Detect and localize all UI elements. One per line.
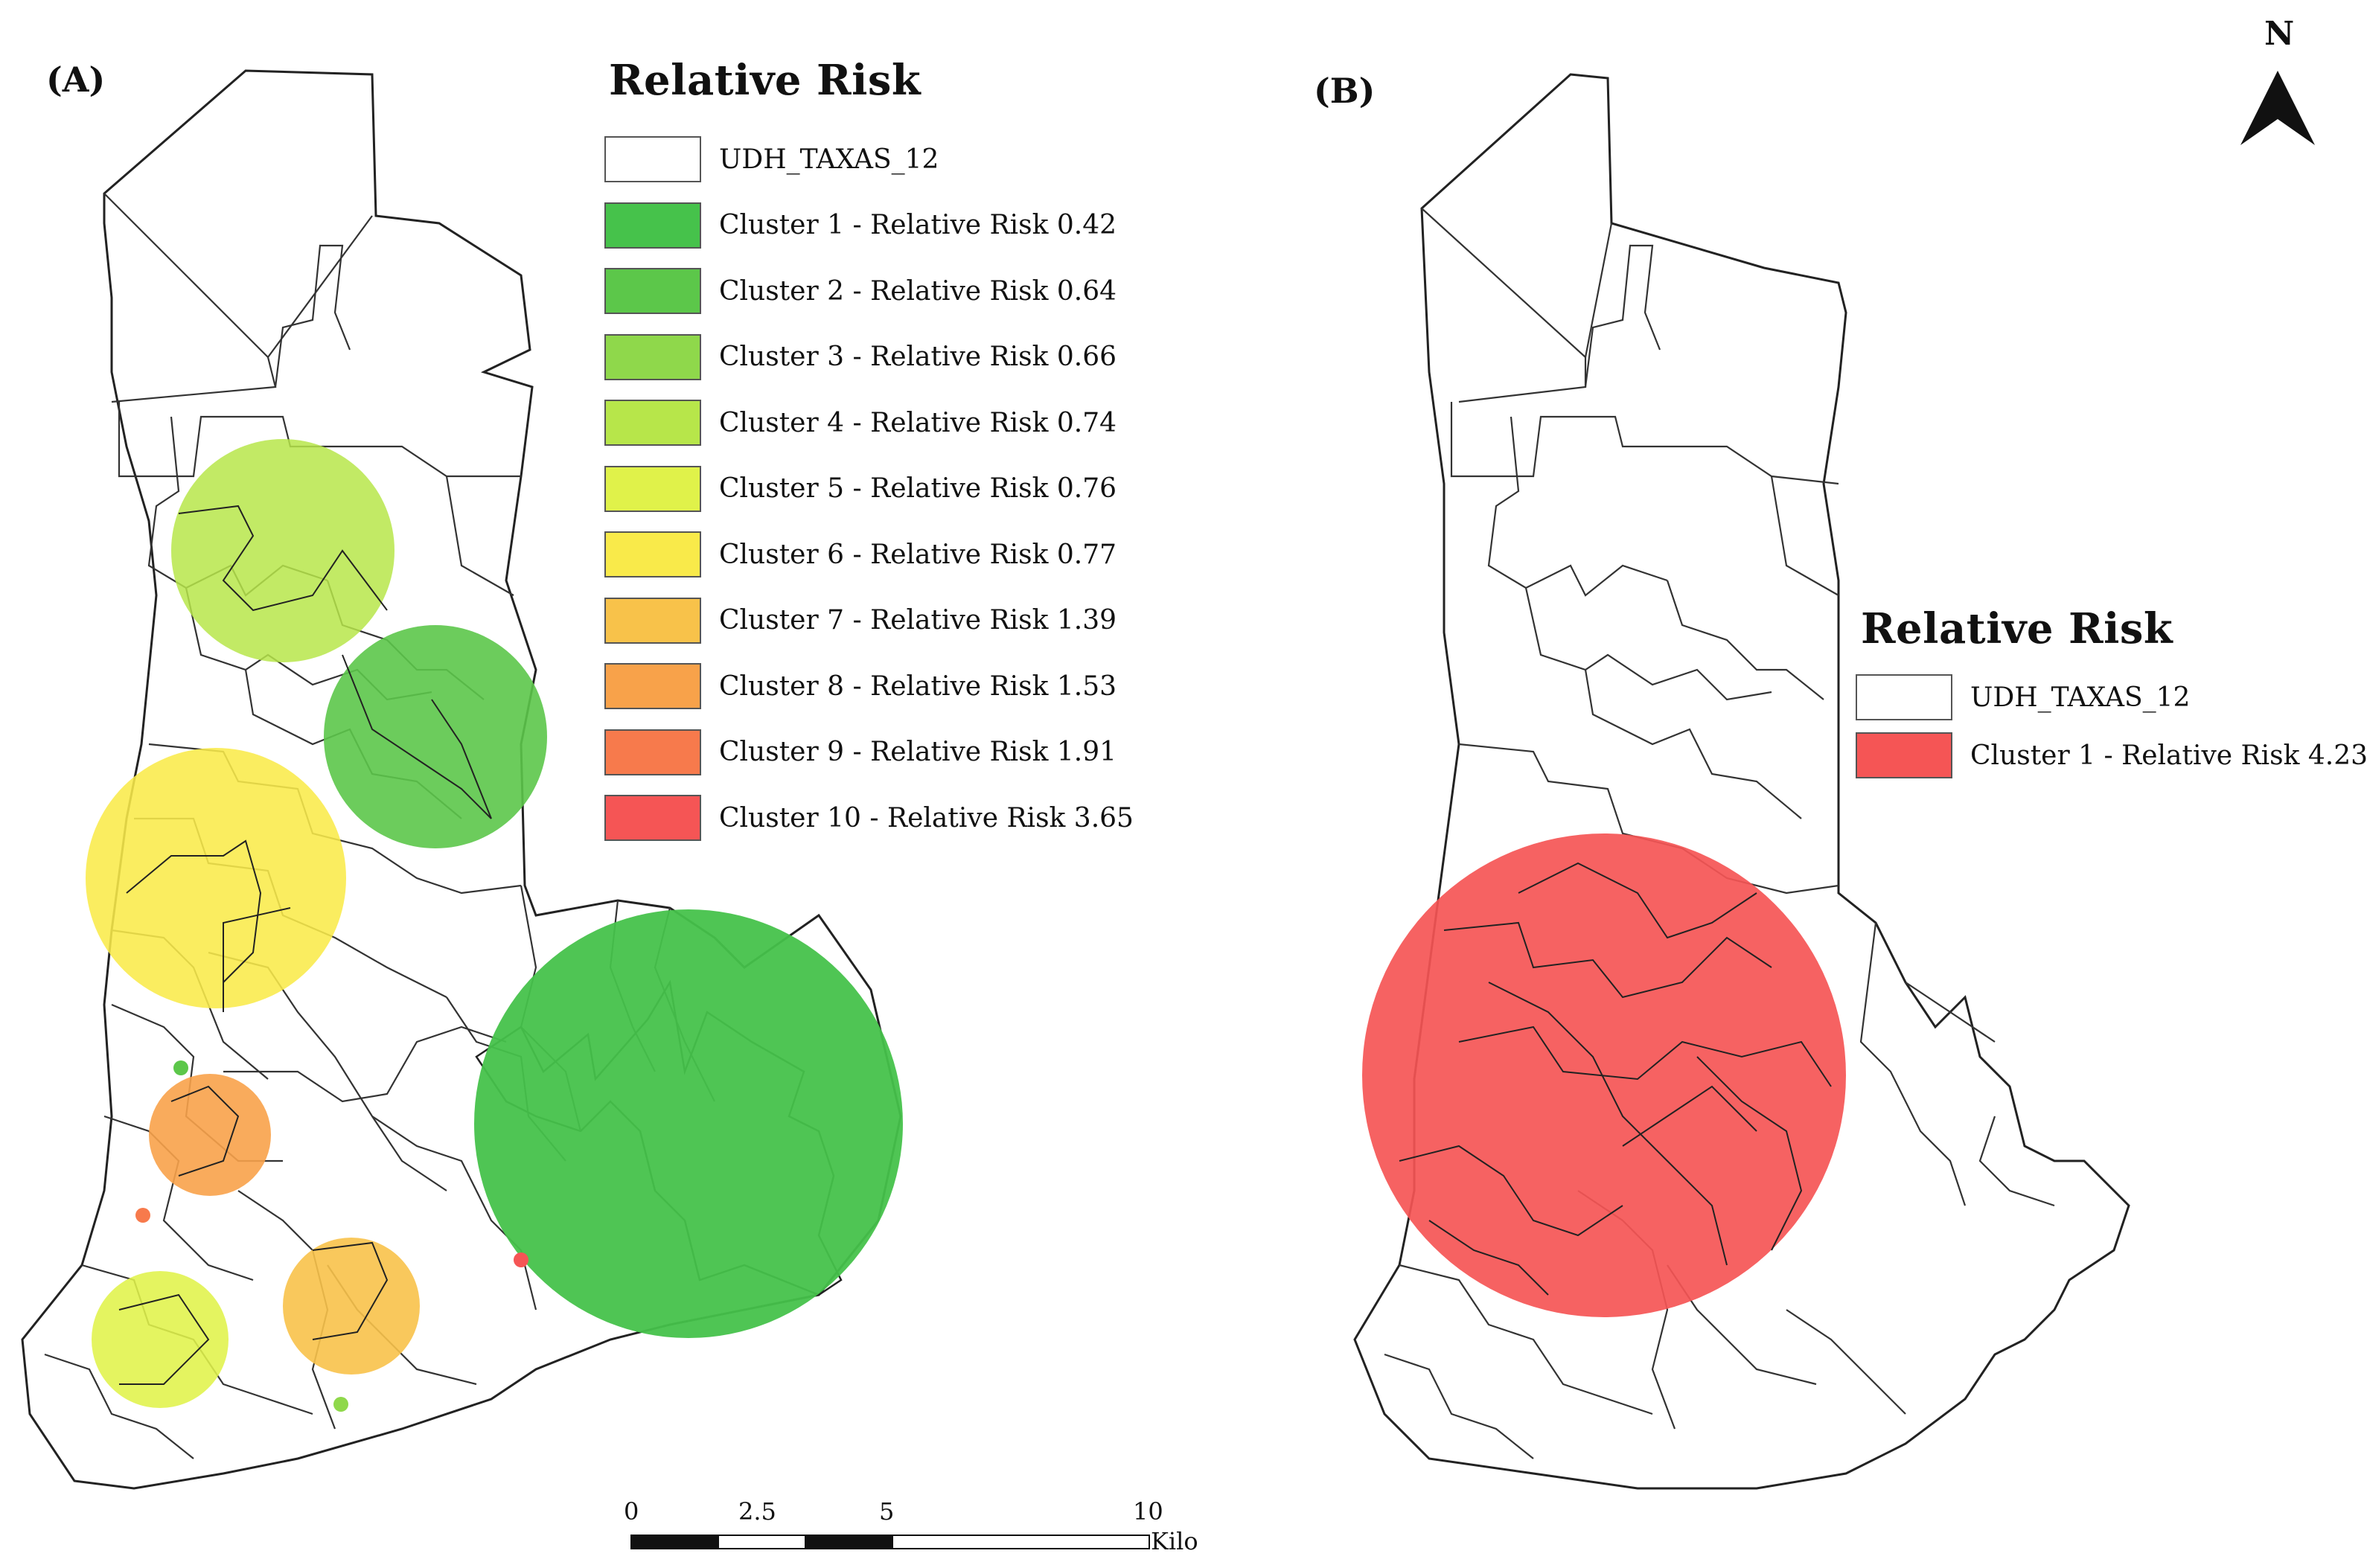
legend-item: Cluster 2 - Relative Risk 0.64 [604,268,1117,314]
scale-tick-2-5: 2.5 [738,1497,776,1526]
overlay-boundaries-a [118,505,492,1385]
cluster-10-point [514,1252,528,1267]
cluster-4-circle [171,439,394,662]
legend-item: Cluster 5 - Relative Risk 0.76 [604,465,1117,512]
legend-label: Cluster 9 - Relative Risk 1.91 [719,737,1117,767]
legend-item: UDH_TAXAS_12 [604,136,939,182]
cluster-5-circle [92,1271,229,1408]
legend-item: Cluster 10 - Relative Risk 3.65 [604,795,1134,841]
legend-swatch [604,729,701,775]
cluster-3-point-b [333,1397,348,1412]
legend-label: Cluster 7 - Relative Risk 1.39 [719,605,1117,636]
legend-item: Cluster 7 - Relative Risk 1.39 [604,597,1117,644]
legend-title-a: Relative Risk [609,56,921,105]
study-area-outline-a [21,69,902,1490]
legend-swatch [604,202,701,249]
legend-label: Cluster 4 - Relative Risk 0.74 [719,407,1117,438]
cluster-3-point [173,1060,188,1075]
panel-b-label: (B) [1314,71,1376,111]
cluster-8-circle [149,1074,271,1196]
legend-label: UDH_TAXAS_12 [1970,682,2191,713]
legend-item: Cluster 3 - Relative Risk 0.66 [604,333,1117,380]
legend-swatch [1856,732,1952,778]
legend-label: Cluster 1 - Relative Risk 4.23 [1970,740,2367,771]
legend-title-b: Relative Risk [1861,604,2173,653]
legend-item: UDH_TAXAS_12 [1856,674,2190,720]
scale-bar [630,1535,1150,1549]
legend-item: Cluster 9 - Relative Risk 1.91 [604,729,1117,775]
legend-swatch [604,400,701,446]
cluster-9-point [135,1208,150,1223]
legend-label: Cluster 5 - Relative Risk 0.76 [719,473,1117,504]
legend-swatch [604,136,701,182]
overlay-boundaries-b [1399,862,1832,1296]
legend-item: Cluster 1 - Relative Risk 4.23 [1856,732,2367,778]
legend-swatch [604,663,701,709]
panel-b-map [1353,73,2130,1490]
scale-unit: Kilo [1151,1527,1198,1555]
legend-label: Cluster 2 - Relative Risk 0.64 [719,275,1117,307]
legend-item: Cluster 8 - Relative Risk 1.53 [604,663,1117,709]
legend-label: Cluster 6 - Relative Risk 0.77 [719,539,1117,570]
district-boundaries-b [1384,208,2055,1459]
legend-label: UDH_TAXAS_12 [719,144,939,175]
north-label: N [2264,15,2295,53]
cluster-7-circle [283,1238,420,1375]
legend-label: Cluster 3 - Relative Risk 0.66 [719,342,1117,372]
legend-swatch [604,795,701,841]
legend-swatch [604,268,701,314]
scale-tick-0: 0 [624,1497,639,1526]
legend-swatch [604,465,701,512]
clusters-a [86,439,903,1412]
legend-item: Cluster 4 - Relative Risk 0.74 [604,400,1117,446]
legend-label: Cluster 10 - Relative Risk 3.65 [719,802,1134,833]
legend-item: Cluster 6 - Relative Risk 0.77 [604,531,1117,577]
legend-swatch [604,597,701,644]
legend-label: Cluster 1 - Relative Risk 0.42 [719,210,1117,240]
scale-tick-10: 10 [1133,1497,1163,1526]
cluster-2-circle [324,625,547,848]
legend-item: Cluster 1 - Relative Risk 0.42 [604,202,1117,249]
cluster-1-circle [474,909,903,1338]
scale-tick-5: 5 [879,1497,895,1526]
legend-label: Cluster 8 - Relative Risk 1.53 [719,671,1117,702]
legend-swatch [604,531,701,577]
north-arrow-icon [2240,71,2315,145]
panel-a-label: (A) [46,60,106,100]
cluster-6-circle [86,748,346,1008]
legend-swatch [604,333,701,380]
legend-swatch [1856,674,1952,720]
